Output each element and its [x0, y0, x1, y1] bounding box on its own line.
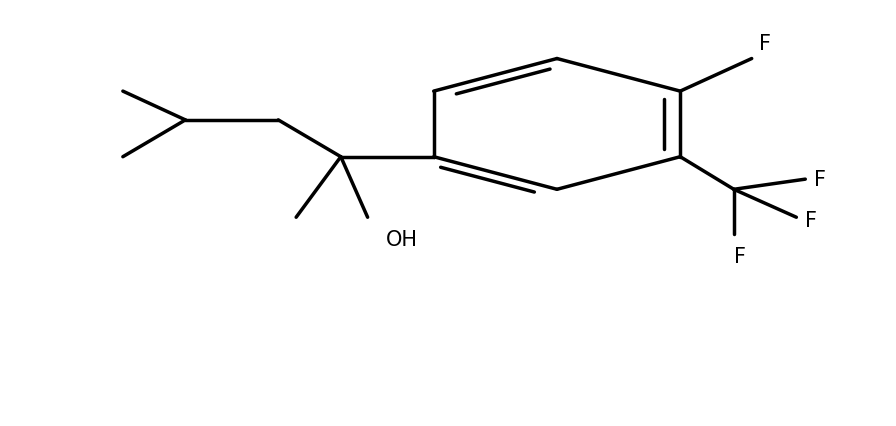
Text: F: F	[814, 170, 826, 190]
Text: F: F	[806, 211, 817, 231]
Text: OH: OH	[385, 230, 418, 250]
Text: F: F	[759, 34, 771, 54]
Text: F: F	[734, 247, 746, 267]
